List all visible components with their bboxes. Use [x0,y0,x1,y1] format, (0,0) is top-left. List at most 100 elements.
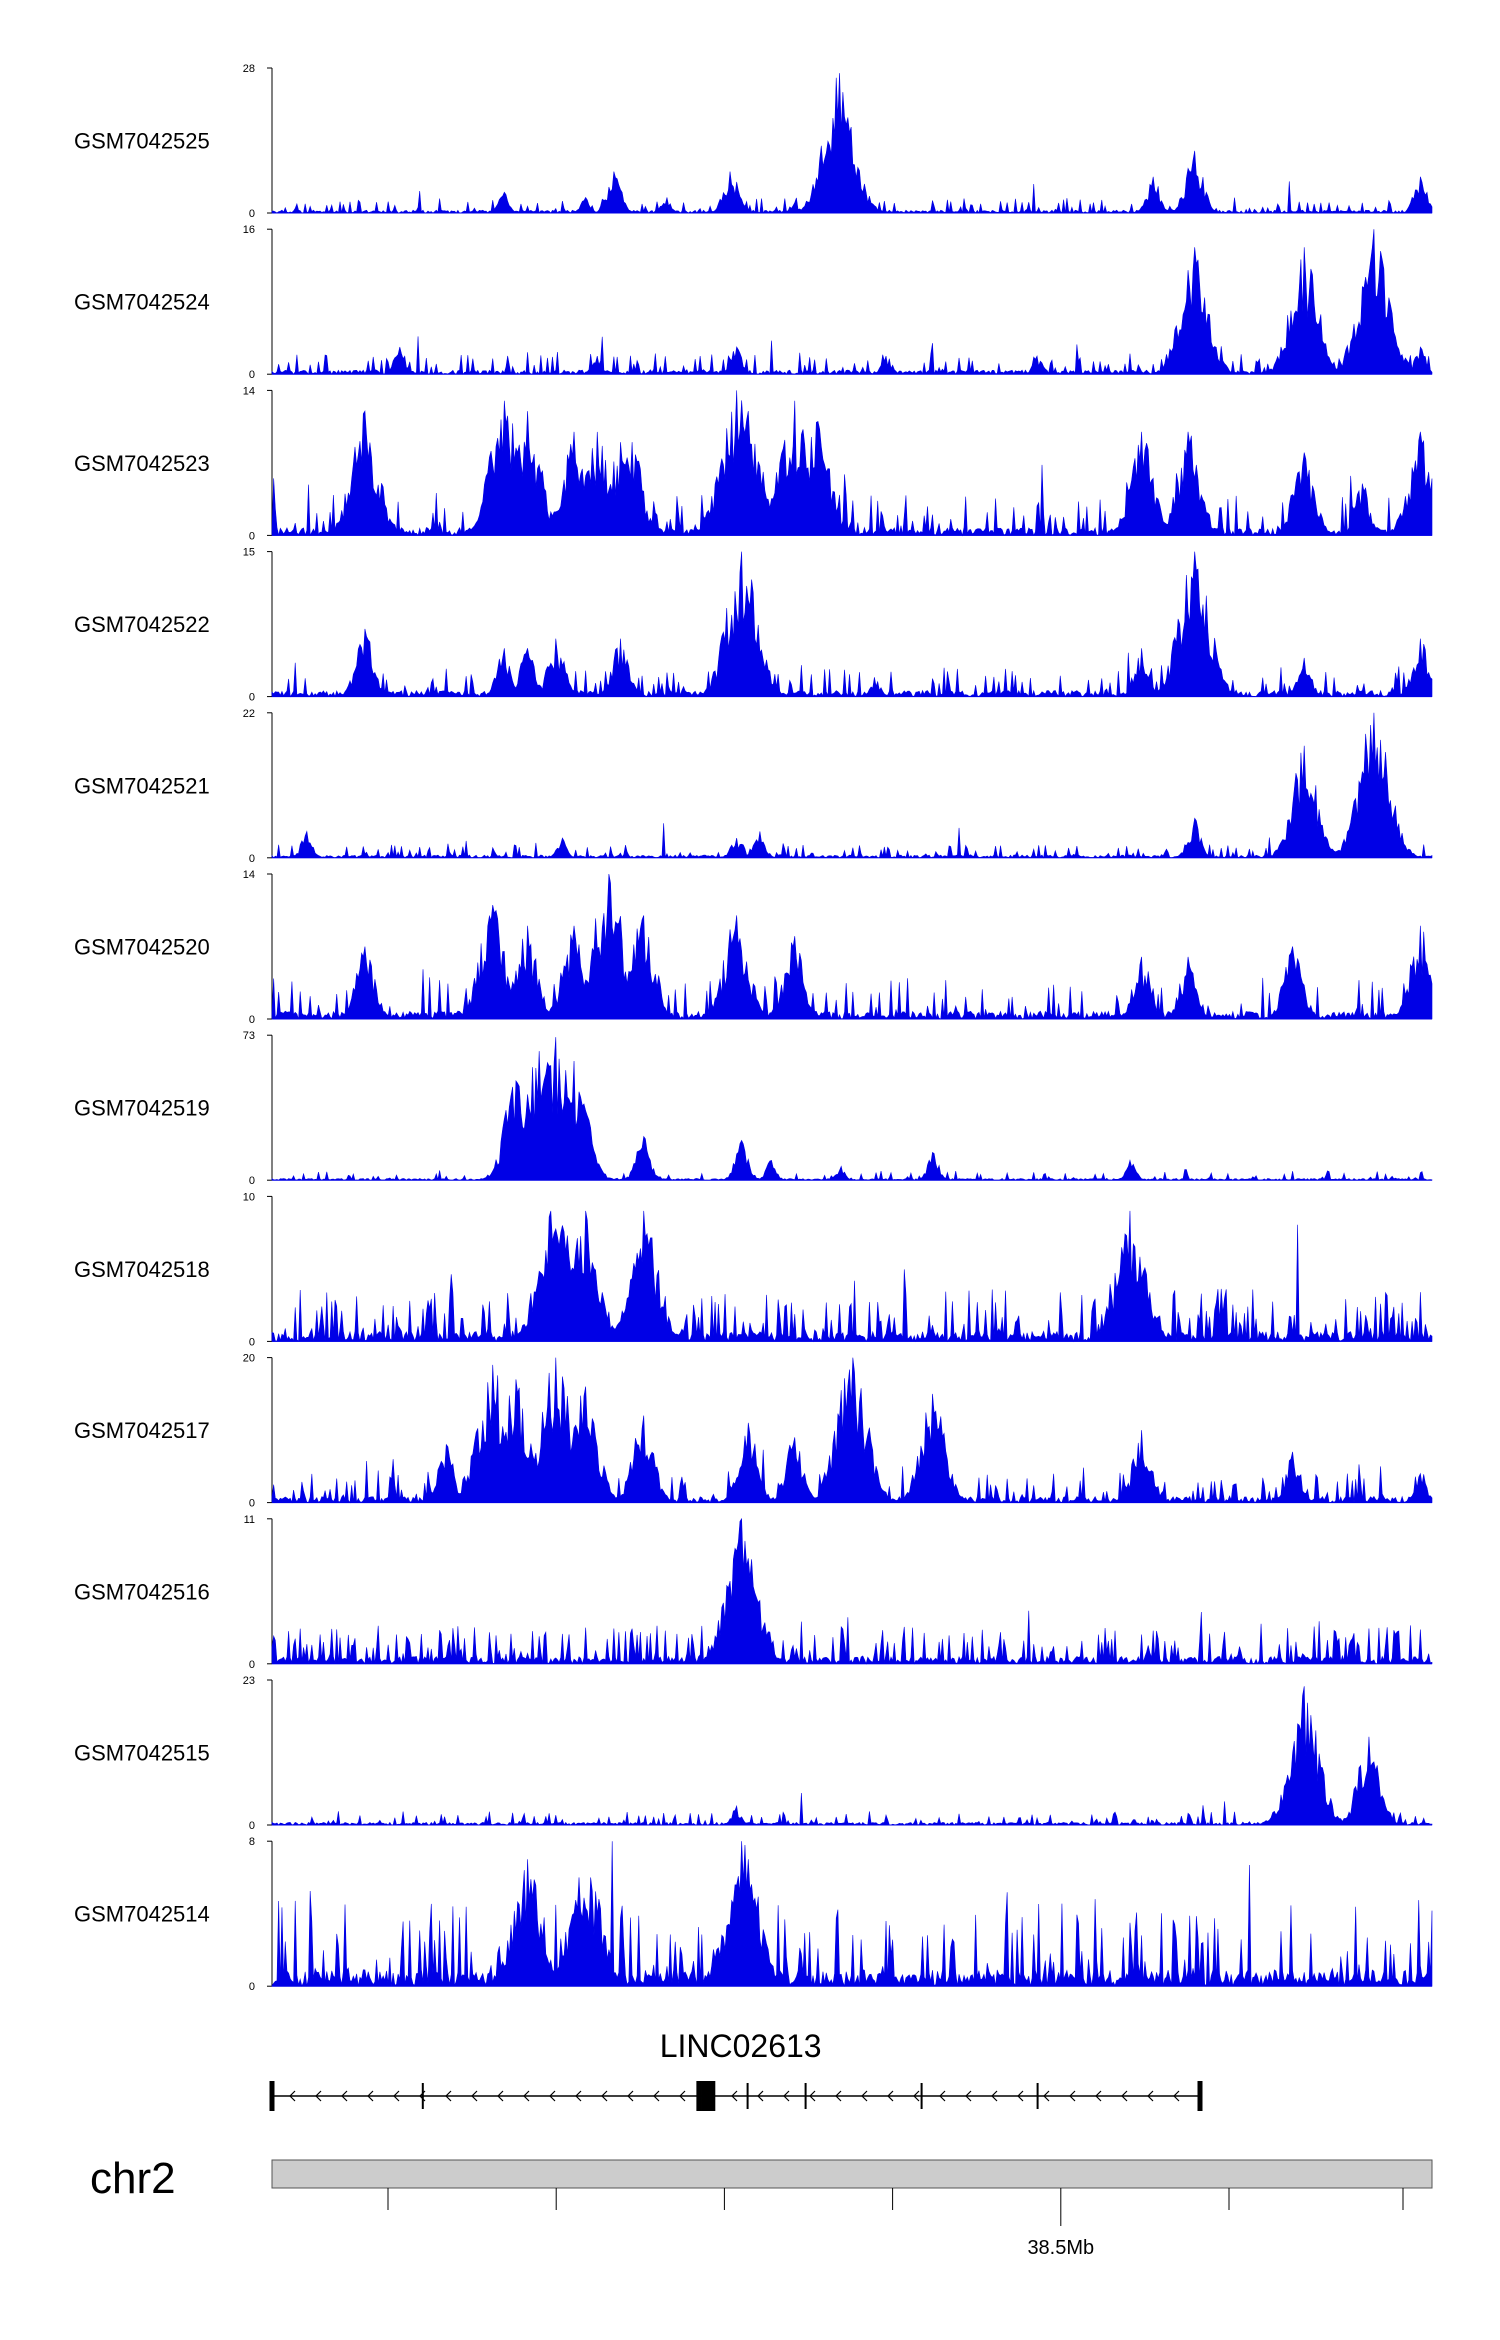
position-label: 38.5Mb [1027,2237,1094,2259]
y-tick-label-min: 0 [249,1175,255,1187]
chromosome-ideogram: chr2 38.5Mb [90,2154,1433,2259]
coverage-signal [271,1517,1433,1665]
coverage-tracks: GSM7042525280GSM7042524160GSM7042523140G… [74,63,1433,1993]
coverage-signal [271,551,1433,698]
exon [421,2083,424,2109]
exon [920,2083,923,2109]
strand-arrow [679,2090,686,2102]
strand-arrow [1173,2090,1180,2102]
track-GSM7042517: GSM7042517 20 0 [74,1353,1433,1510]
y-tick-label-min: 0 [249,1820,255,1832]
y-tick-label-max: 8 [249,1836,255,1848]
exon [705,2081,711,2111]
y-tick-label-min: 0 [249,1336,255,1348]
strand-arrow [991,2090,998,2102]
exon [269,2081,275,2111]
strand-arrow [809,2090,816,2102]
track-label: GSM7042520 [74,935,210,960]
track-GSM7042518: GSM7042518 10 0 [74,1191,1433,1348]
strand-arrow [445,2090,452,2102]
strand-arrow [523,2090,530,2102]
y-tick-label-max: 22 [243,708,255,720]
strand-arrow [835,2090,842,2102]
strand-arrow [575,2090,582,2102]
exon [746,2083,749,2109]
strand-arrow [289,2090,296,2102]
track-GSM7042519: GSM7042519 73 0 [74,1030,1433,1187]
strand-arrow [471,2090,478,2102]
strand-arrow [757,2090,764,2102]
y-tick-label-min: 0 [249,208,255,220]
strand-arrow [965,2090,972,2102]
strand-arrow [601,2090,608,2102]
track-label: GSM7042516 [74,1579,210,1604]
track-GSM7042515: GSM7042515 23 0 [74,1675,1433,1832]
track-GSM7042523: GSM7042523 14 0 [74,385,1433,542]
strand-arrow [1043,2090,1050,2102]
track-GSM7042520: GSM7042520 14 0 [74,869,1433,1026]
track-label: GSM7042518 [74,1257,210,1282]
coverage-signal [271,390,1433,537]
y-tick-label-max: 14 [243,869,255,881]
y-tick-label-max: 16 [243,224,255,236]
strand-arrow [315,2090,322,2102]
coverage-signal [271,1841,1433,1987]
track-label: GSM7042523 [74,451,210,476]
strand-arrow [783,2090,790,2102]
coverage-signal [271,1357,1433,1504]
y-tick-label-max: 11 [244,1514,255,1526]
y-tick-label-max: 73 [243,1030,255,1042]
gene-name: LINC02613 [660,2028,822,2064]
strand-arrow [393,2090,400,2102]
track-GSM7042525: GSM7042525 28 0 [74,63,1433,220]
strand-arrow [913,2090,920,2102]
y-tick-label-min: 0 [249,369,255,381]
strand-arrow [1095,2090,1102,2102]
strand-arrow [341,2090,348,2102]
strand-arrow [367,2090,374,2102]
y-tick-label-min: 0 [249,530,255,542]
coverage-signal [271,1037,1433,1181]
track-label: GSM7042524 [74,290,210,315]
y-tick-label-min: 0 [249,1498,255,1510]
strand-arrow [861,2090,868,2102]
y-tick-label-min: 0 [249,853,255,865]
track-label: GSM7042515 [74,1741,210,1766]
coverage-signal [271,873,1433,1020]
strand-arrow [1121,2090,1128,2102]
coverage-signal [271,229,1433,376]
track-GSM7042516: GSM7042516 11 0 [74,1514,1433,1671]
track-label: GSM7042522 [74,612,210,637]
track-label: GSM7042514 [74,1902,210,1927]
track-GSM7042521: GSM7042521 22 0 [74,708,1433,865]
y-tick-label-min: 0 [249,1981,255,1993]
strand-arrow [731,2090,738,2102]
track-GSM7042524: GSM7042524 16 0 [74,224,1433,381]
y-tick-label-max: 28 [243,63,255,75]
strand-arrow [1017,2090,1024,2102]
exon [804,2083,807,2109]
coverage-signal [271,73,1433,214]
y-tick-label-max: 10 [243,1191,255,1203]
track-GSM7042514: GSM7042514 8 0 [74,1836,1433,1993]
track-label: GSM7042525 [74,129,210,154]
strand-arrow [1069,2090,1076,2102]
track-label: GSM7042521 [74,773,210,798]
strand-arrow [627,2090,634,2102]
strand-arrow [1147,2090,1154,2102]
y-tick-label-min: 0 [249,692,255,704]
y-tick-label-min: 0 [249,1014,255,1026]
y-tick-label-max: 23 [243,1675,255,1687]
strand-arrow [497,2090,504,2102]
strand-arrow [653,2090,660,2102]
strand-arrow [887,2090,894,2102]
chromosome-bar [271,2159,1433,2189]
exon [701,2081,707,2111]
track-GSM7042522: GSM7042522 15 0 [74,547,1433,704]
exon [1036,2083,1039,2109]
coverage-signal [271,1686,1433,1826]
exon [1197,2081,1203,2111]
y-tick-label-max: 20 [243,1353,255,1365]
track-label: GSM7042519 [74,1096,210,1121]
